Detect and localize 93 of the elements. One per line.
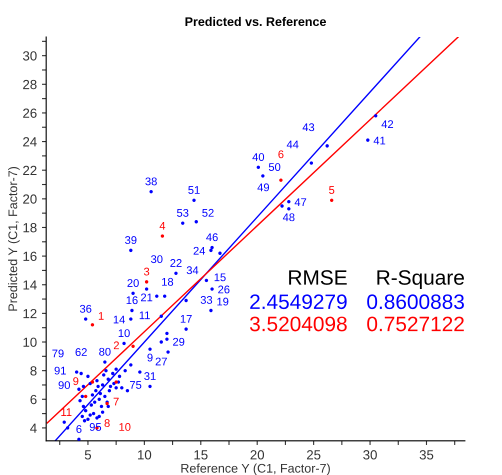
annotation: 26 <box>218 286 230 294</box>
annotation: 6 <box>278 150 284 158</box>
x-tick-label: 10 <box>138 450 152 460</box>
annotation: 10 <box>119 423 130 431</box>
annotation: 21 <box>141 293 152 302</box>
annotation: 52 <box>202 208 214 217</box>
annotation: 90 <box>58 381 70 390</box>
y-tick-label: 4 <box>30 424 37 433</box>
annotation: 62 <box>76 348 87 356</box>
annotation: 3 <box>144 268 150 276</box>
annotation: 43 <box>302 123 314 132</box>
y-tick-label: 8 <box>30 366 37 376</box>
annotation: 18 <box>162 278 174 286</box>
point <box>144 280 148 284</box>
annotation: R-Square <box>377 270 464 290</box>
annotation: 50 <box>268 163 280 171</box>
annotation: 33 <box>200 296 212 304</box>
annotation: 47 <box>294 198 306 206</box>
y-axis-title: Predicted Y (C1, Factor-7) <box>8 166 20 311</box>
x-tick-label: 35 <box>420 450 434 460</box>
annotation: 79 <box>52 350 64 358</box>
x-tick-label: 5 <box>84 450 92 460</box>
y-tick-label: 12 <box>23 308 36 318</box>
annotation: 17 <box>180 315 192 323</box>
annotation: 42 <box>382 120 394 128</box>
x-tick-label: 30 <box>363 450 377 460</box>
x-tick-label: 20 <box>250 450 264 460</box>
annotation: 15 <box>214 273 226 282</box>
point <box>90 323 94 327</box>
annotation: 48 <box>282 213 295 222</box>
y-tick-label: 14 <box>23 280 37 290</box>
annotation: 31 <box>144 372 156 380</box>
annotation: 40 <box>252 153 264 161</box>
annotation: 53 <box>176 208 188 217</box>
annotation: 19 <box>217 298 228 306</box>
y-tick-label: 26 <box>23 108 37 118</box>
annotation: 2.4549279 <box>250 294 347 310</box>
annotation: 80 <box>99 348 111 356</box>
annotation: 9 <box>147 354 153 362</box>
annotation: 75 <box>130 381 142 389</box>
y-tick-label: 22 <box>23 166 36 175</box>
y-tick-label: 18 <box>23 223 37 232</box>
point <box>279 178 283 182</box>
annotation: 11 <box>61 408 72 416</box>
annotation: 39 <box>125 236 136 244</box>
annotation: 24 <box>194 246 206 255</box>
y-tick-label: 28 <box>23 80 37 90</box>
annotation: 49 <box>257 183 270 192</box>
annotation: 34 <box>186 266 198 274</box>
annotation: 16 <box>126 296 138 304</box>
annotation: 51 <box>188 186 200 194</box>
y-tick-label: 20 <box>23 194 37 204</box>
annotation: 0.8600883 <box>367 294 464 310</box>
annotation: 46 <box>206 233 218 242</box>
annotation: 27 <box>156 358 167 366</box>
point <box>330 198 334 202</box>
annotation: 41 <box>374 136 386 144</box>
annotation: 14 <box>114 316 125 324</box>
annotation: 9 <box>73 377 78 386</box>
annotation: 7 <box>114 398 119 406</box>
y-tick-label: 24 <box>23 137 37 146</box>
point <box>131 344 135 348</box>
annotation: 91 <box>54 366 66 375</box>
annotation: RMSE <box>289 270 347 285</box>
annotation: 8 <box>104 419 110 428</box>
annotation: 4 <box>160 222 166 230</box>
annotation: 3.5204098 <box>250 316 347 332</box>
annotation: 5 <box>329 186 334 194</box>
x-axis-title: Reference Y (C1, Factor-7) <box>181 464 330 475</box>
point <box>90 380 94 384</box>
y-tick-label: 30 <box>22 51 37 61</box>
y-tick-label: 10 <box>23 338 37 347</box>
annotation: 10 <box>118 329 130 338</box>
x-tick-label: 15 <box>194 450 208 460</box>
annotation: 2 <box>114 341 119 350</box>
annotation: 44 <box>286 140 299 148</box>
annotation: 30 <box>151 255 163 264</box>
annotation: 0.7527122 <box>367 316 464 332</box>
y-tick-label: 6 <box>30 394 37 404</box>
annotation: 1 <box>98 312 104 320</box>
annotation: 20 <box>127 279 139 287</box>
chart-title: Predicted vs. Reference <box>185 16 326 26</box>
annotation: 36 <box>80 304 92 313</box>
y-tick-label: 16 <box>23 252 37 262</box>
annotation: 11 <box>140 311 150 320</box>
annotation: 29 <box>173 338 184 346</box>
point <box>160 234 164 238</box>
point <box>84 394 88 398</box>
annotation: 22 <box>170 259 182 267</box>
x-tick-label: 25 <box>306 450 320 460</box>
annotation: 38 <box>145 177 157 186</box>
annotation: 6 <box>76 425 82 434</box>
annotation: 95 <box>90 423 102 431</box>
